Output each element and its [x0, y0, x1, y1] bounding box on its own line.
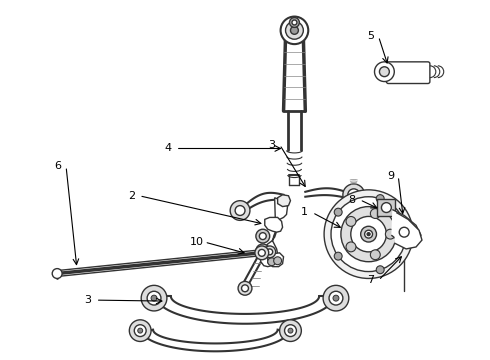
FancyBboxPatch shape	[377, 199, 395, 216]
Circle shape	[376, 195, 384, 203]
Text: 7: 7	[367, 275, 374, 285]
Circle shape	[267, 249, 272, 255]
Circle shape	[129, 320, 151, 342]
Circle shape	[365, 230, 372, 238]
Circle shape	[333, 295, 339, 301]
Circle shape	[286, 22, 303, 39]
Circle shape	[134, 325, 146, 337]
Circle shape	[256, 229, 270, 243]
Circle shape	[52, 269, 62, 278]
Circle shape	[141, 285, 167, 311]
Circle shape	[367, 233, 370, 236]
Circle shape	[329, 291, 343, 305]
Circle shape	[259, 233, 266, 239]
Circle shape	[256, 244, 270, 258]
Circle shape	[258, 249, 265, 256]
Circle shape	[341, 207, 396, 262]
Circle shape	[280, 320, 301, 342]
Circle shape	[323, 285, 349, 311]
Circle shape	[151, 295, 157, 301]
Polygon shape	[265, 217, 283, 232]
Circle shape	[343, 184, 365, 206]
Text: 9: 9	[387, 171, 394, 181]
Circle shape	[268, 258, 276, 266]
Text: 10: 10	[190, 237, 203, 247]
Circle shape	[381, 203, 392, 212]
Circle shape	[292, 20, 297, 25]
Text: 2: 2	[128, 191, 135, 201]
Circle shape	[238, 282, 252, 295]
Circle shape	[242, 285, 248, 292]
Circle shape	[376, 266, 384, 274]
Circle shape	[274, 257, 282, 265]
Circle shape	[281, 17, 308, 44]
Circle shape	[346, 216, 356, 226]
Polygon shape	[278, 195, 291, 207]
Circle shape	[288, 328, 293, 333]
Circle shape	[285, 325, 296, 337]
Polygon shape	[268, 253, 284, 267]
Circle shape	[361, 226, 376, 242]
Circle shape	[370, 250, 380, 260]
Circle shape	[386, 229, 395, 239]
Text: 3: 3	[84, 295, 91, 305]
Circle shape	[331, 197, 406, 271]
Polygon shape	[394, 212, 422, 249]
Circle shape	[255, 246, 269, 260]
Polygon shape	[392, 210, 421, 245]
Circle shape	[147, 291, 161, 305]
Polygon shape	[260, 198, 288, 267]
Text: 8: 8	[348, 195, 355, 205]
Circle shape	[324, 190, 413, 278]
Text: 6: 6	[55, 161, 62, 171]
Circle shape	[230, 201, 250, 220]
Circle shape	[291, 26, 298, 34]
Circle shape	[370, 209, 380, 219]
Text: 5: 5	[367, 31, 374, 41]
Circle shape	[346, 242, 356, 252]
Circle shape	[235, 206, 245, 215]
Text: 4: 4	[164, 144, 171, 153]
Circle shape	[334, 208, 342, 216]
Circle shape	[399, 227, 409, 237]
Circle shape	[138, 328, 143, 333]
Circle shape	[290, 18, 299, 27]
Circle shape	[402, 230, 410, 238]
Text: 1: 1	[301, 207, 308, 217]
Circle shape	[334, 252, 342, 260]
Text: 3: 3	[268, 140, 275, 149]
Circle shape	[379, 67, 390, 77]
FancyBboxPatch shape	[387, 62, 430, 84]
Circle shape	[264, 246, 276, 258]
Circle shape	[259, 247, 266, 254]
Circle shape	[374, 62, 394, 82]
Circle shape	[351, 216, 387, 252]
Circle shape	[348, 189, 360, 201]
